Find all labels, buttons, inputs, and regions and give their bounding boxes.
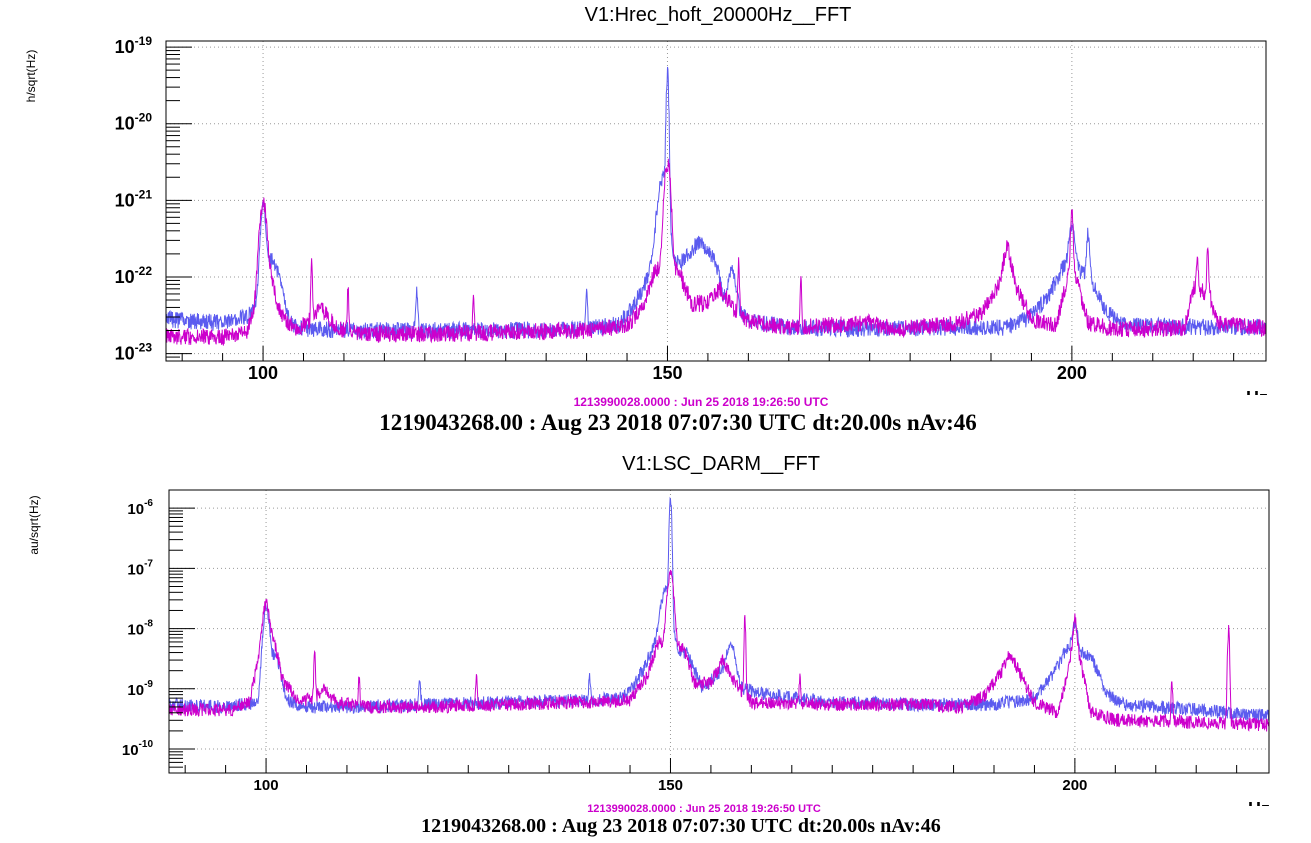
y-tick-base: 10 [115, 114, 135, 134]
reference-timestamp: 1213990028.0000 : Jun 25 2018 19:26:50 U… [587, 803, 821, 815]
y-tick-exponent: -21 [135, 187, 153, 201]
y-tick-base: 10 [127, 501, 144, 518]
y-tick-exponent: -19 [135, 34, 153, 48]
y-tick-exponent: -9 [144, 679, 153, 690]
y-axis-label: au/sqrt(Hz) [27, 495, 41, 554]
y-tick-exponent: -22 [135, 264, 153, 278]
x-tick-label: 150 [652, 363, 682, 383]
y-tick-base: 10 [127, 561, 144, 578]
y-tick-label: 10-10 [122, 739, 154, 759]
reference-spectrum-trace [169, 569, 1269, 732]
panel-title: V1:LSC_DARM__FFT [622, 453, 820, 475]
y-tick-label: 10-22 [115, 264, 153, 287]
x-tick-label: 150 [658, 777, 683, 794]
y-tick-base: 10 [115, 344, 135, 364]
y-tick-base: 10 [115, 190, 135, 210]
y-tick-exponent: -7 [144, 558, 153, 569]
x-axis-ticks [181, 346, 1235, 361]
x-tick-label: 200 [1057, 363, 1087, 383]
y-tick-base: 10 [115, 267, 135, 287]
x-axis-label: Hz [1248, 799, 1270, 819]
y-tick-label: 10-6 [127, 498, 153, 518]
y-tick-exponent: -20 [135, 111, 153, 125]
reference-timestamp: 1213990028.0000 : Jun 25 2018 19:26:50 U… [574, 395, 829, 409]
y-tick-label: 10-7 [127, 558, 153, 578]
y-tick-exponent: -23 [135, 341, 153, 355]
x-tick-label: 100 [254, 777, 279, 794]
grid [169, 490, 1269, 773]
x-axis-label: Hz [1246, 388, 1268, 408]
y-tick-label: 10-8 [127, 619, 153, 639]
reference-spectrum-trace [166, 158, 1266, 346]
y-tick-base: 10 [122, 742, 139, 759]
fft-panel-1: V1:Hrec_hoft_20000Hz__FFTh/sqrt(Hz)10-23… [24, 4, 1268, 435]
y-tick-label: 10-23 [115, 341, 153, 364]
fft-panel-2: V1:LSC_DARM__FFTau/sqrt(Hz)10-1010-910-8… [27, 453, 1270, 837]
y-tick-exponent: -6 [144, 498, 153, 509]
plot-frame [165, 40, 1267, 362]
current-spectrum-trace [166, 66, 1266, 340]
y-tick-base: 10 [127, 622, 144, 639]
y-axis-label: h/sqrt(Hz) [24, 50, 38, 103]
y-tick-exponent: -8 [144, 619, 153, 630]
current-spectrum-trace [169, 496, 1269, 722]
plot-frame [168, 489, 1270, 774]
y-tick-base: 10 [127, 682, 144, 699]
panel-title: V1:Hrec_hoft_20000Hz__FFT [585, 4, 852, 26]
y-tick-exponent: -10 [139, 739, 154, 750]
x-tick-label: 100 [248, 363, 278, 383]
measurement-footer: 1219043268.00 : Aug 23 2018 07:07:30 UTC… [379, 410, 977, 435]
y-tick-label: 10-19 [115, 34, 153, 57]
y-tick-base: 10 [115, 37, 135, 57]
grid [166, 41, 1266, 361]
measurement-footer: 1219043268.00 : Aug 23 2018 07:07:30 UTC… [421, 815, 941, 837]
y-tick-label: 10-9 [127, 679, 153, 699]
y-axis-ticks [169, 489, 195, 774]
x-axis-ticks [184, 758, 1238, 773]
y-tick-label: 10-20 [115, 111, 153, 134]
x-tick-label: 200 [1062, 777, 1087, 794]
y-axis-ticks [166, 46, 192, 362]
y-tick-label: 10-21 [115, 187, 153, 210]
